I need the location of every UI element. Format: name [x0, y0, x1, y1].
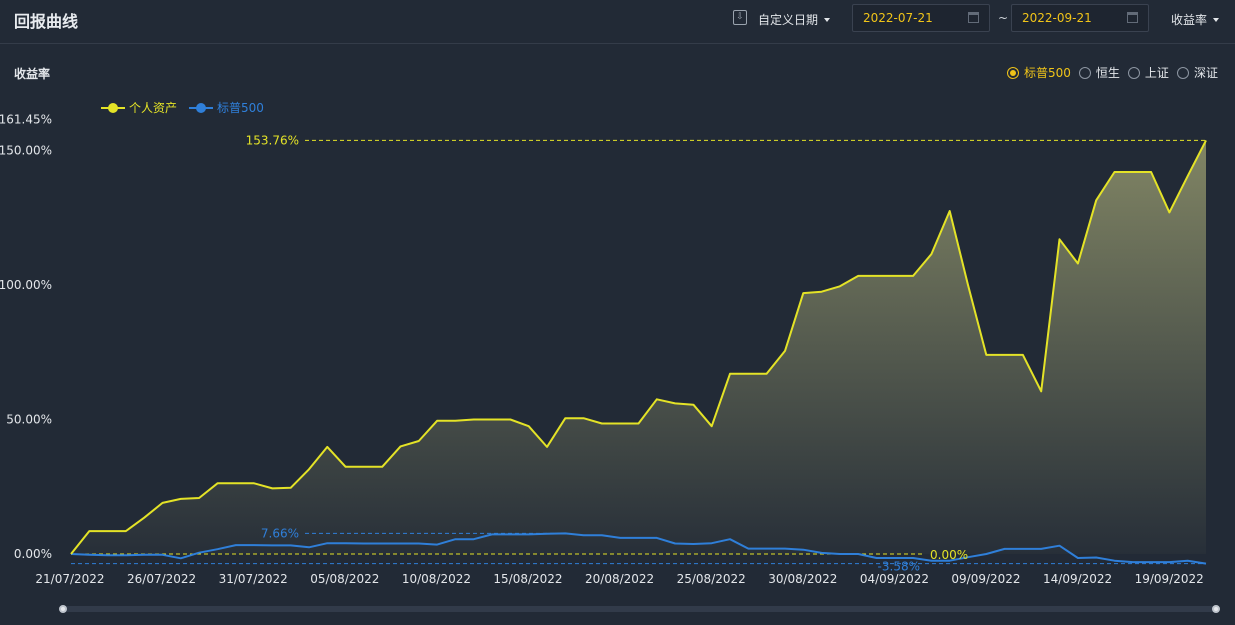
x-tick-label: 14/09/2022	[1043, 572, 1112, 586]
radio-benchmark-shanghai[interactable]: 上证	[1127, 64, 1169, 81]
end-date-input[interactable]	[1022, 11, 1122, 25]
date-range-label: 自定义日期	[758, 13, 819, 27]
date-separator: ~	[998, 11, 1009, 25]
x-tick-label: 15/08/2022	[493, 572, 562, 586]
x-tick-label: 26/07/2022	[127, 572, 196, 586]
y-axis-label: 收益率	[14, 67, 51, 81]
legend-label: 标普500	[217, 101, 264, 115]
x-tick-label: 19/09/2022	[1135, 572, 1204, 586]
y-tick-label: 161.45%	[0, 113, 52, 127]
x-tick-label: 30/08/2022	[768, 572, 837, 586]
personal-min-label: 0.00%	[930, 548, 968, 562]
calendar-icon[interactable]	[968, 12, 979, 23]
benchmark-min-label: -3.58%	[878, 560, 920, 574]
y-tick-label: 50.00%	[6, 413, 52, 427]
radio-circle-icon	[1176, 66, 1189, 79]
radio-benchmark-hangseng[interactable]: 恒生	[1078, 64, 1120, 81]
legend-item-personal[interactable]: 个人资产	[101, 99, 177, 116]
metric-dropdown[interactable]: 收益率	[1171, 11, 1220, 28]
benchmark-radio-group: 标普500 恒生 上证 深证	[1007, 64, 1226, 81]
personal-series-line	[70, 139, 1207, 555]
radio-label: 上证	[1144, 66, 1169, 80]
x-tick-label: 05/08/2022	[310, 572, 379, 586]
header-divider	[0, 43, 1235, 44]
legend-label: 个人资产	[129, 101, 178, 115]
legend-marker-icon	[101, 102, 125, 113]
x-tick-label: 25/08/2022	[677, 572, 746, 586]
radio-label: 标普500	[1024, 66, 1071, 80]
y-tick-label: 0.00%	[14, 547, 52, 561]
personal-max-label: 153.76%	[246, 133, 299, 147]
personal-area-fill	[71, 140, 1206, 554]
radio-label: 恒生	[1095, 66, 1120, 80]
chevron-down-icon	[1213, 18, 1220, 22]
legend-item-benchmark[interactable]: 标普500	[189, 99, 264, 116]
radio-label: 深证	[1193, 66, 1218, 80]
benchmark-series-line	[70, 532, 1207, 565]
radio-circle-icon	[1007, 66, 1019, 79]
start-date-field[interactable]	[852, 4, 990, 32]
radio-benchmark-sp500[interactable]: 标普500	[1007, 64, 1071, 81]
download-icon[interactable]: ⇩	[733, 10, 747, 25]
x-tick-label: 04/09/2022	[860, 572, 929, 586]
x-tick-label: 10/08/2022	[402, 572, 471, 586]
y-tick-label: 150.00%	[0, 144, 52, 158]
radio-benchmark-shenzhen[interactable]: 深证	[1176, 64, 1218, 81]
x-tick-label: 21/07/2022	[35, 572, 104, 586]
page-title: 回报曲线	[14, 12, 79, 31]
benchmark-max-label: 7.66%	[261, 526, 299, 540]
zoom-slider-start-handle[interactable]	[59, 605, 67, 613]
date-range-dropdown[interactable]: 自定义日期	[758, 11, 831, 28]
calendar-icon[interactable]	[1127, 12, 1138, 23]
legend-marker-icon	[189, 102, 214, 113]
chevron-down-icon	[824, 18, 831, 22]
end-date-field[interactable]	[1011, 4, 1149, 32]
x-tick-label: 09/09/2022	[951, 572, 1020, 586]
metric-label: 收益率	[1171, 13, 1208, 27]
y-tick-label: 100.00%	[0, 278, 52, 292]
zoom-slider-track[interactable]	[63, 606, 1217, 612]
chart-legend: 个人资产 标普500	[101, 99, 276, 116]
x-tick-label: 31/07/2022	[219, 572, 288, 586]
zoom-slider-end-handle[interactable]	[1212, 605, 1220, 613]
radio-circle-icon	[1127, 66, 1140, 79]
radio-circle-icon	[1078, 66, 1091, 79]
x-tick-label: 20/08/2022	[585, 572, 654, 586]
start-date-input[interactable]	[863, 11, 963, 25]
